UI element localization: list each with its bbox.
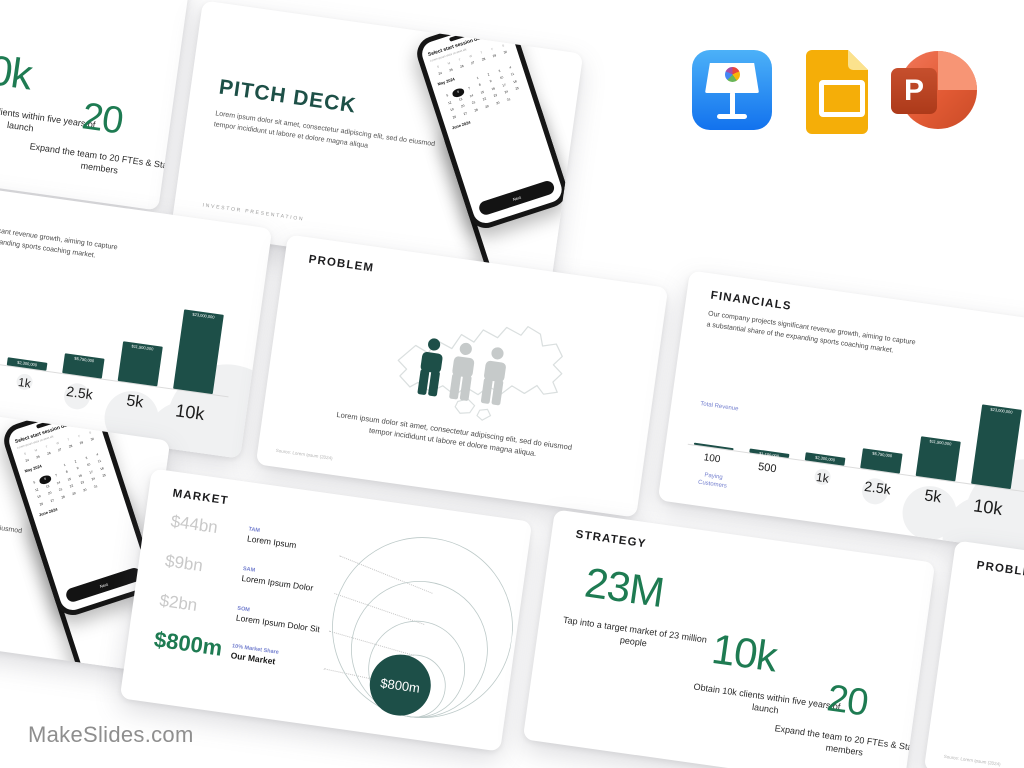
slide-title: PROBLEM	[307, 253, 375, 275]
cover-body: Lorem ipsum dolor sit amet, consectetur …	[213, 110, 436, 150]
source-note: Source: Lorem Ipsum (2024)	[275, 447, 333, 461]
financials-body: Our company projects significant revenue…	[706, 310, 916, 354]
market-amount: $9bn	[163, 551, 205, 576]
strategy-stat-caption: Expand the team to 20 FTEs & Staff membe…	[774, 723, 918, 758]
strategy-stat-value: 23M	[581, 558, 667, 617]
chart-category: 1k	[815, 470, 830, 486]
person-icon-highlight	[417, 338, 443, 397]
market-label: Lorem Ipsum Dolor Sit	[235, 612, 321, 635]
person-icon	[449, 342, 475, 401]
slide-title: PROBLEM	[975, 559, 1024, 581]
strategy-stat-caption: Expand the team to 20 FTEs & Staff membe…	[29, 141, 173, 176]
x-axis-label: Paying Customers	[697, 472, 728, 490]
cover-footer: INVESTOR PRESENTATION	[202, 202, 305, 223]
pie-chart-glyph	[725, 67, 740, 82]
bubble-label: $800m	[379, 675, 420, 695]
person-icon	[480, 347, 506, 406]
slide-financials[interactable]: FINANCIALS Our company projects signific…	[657, 270, 1024, 554]
powerpoint-icon[interactable]: P	[891, 48, 977, 132]
chart-bar: $1,150,000	[749, 448, 790, 458]
strategy-stat-caption: Obtain 10k clients within five years of …	[692, 681, 842, 716]
strategy-stat-value: 20	[824, 677, 871, 725]
slide-frame-glyph	[819, 80, 865, 117]
our-market-bubble	[369, 654, 431, 716]
phone-mockup-date: Select start session date Lorem ipsum do…	[412, 10, 572, 233]
slide-strategy-fragment[interactable]: STRATEGY 23M Tap into a target market of…	[0, 0, 191, 211]
powerpoint-letter: P	[903, 74, 924, 107]
market-label: Lorem Ipsum Dolor	[240, 572, 314, 593]
market-amount-highlight: $800m	[152, 626, 224, 661]
market-amount: $2bn	[158, 590, 199, 615]
brand-logo-text: MakeSlides.com	[28, 722, 194, 747]
slide-title: STRATEGY	[574, 528, 648, 551]
strategy-stat-value: 10k	[0, 42, 35, 99]
chart-category: 1k	[17, 375, 32, 391]
strategy-stat-value: 20	[79, 95, 126, 143]
slide-problem-fragment[interactable]: PROBLEM Source: Lorem Ipsum (2024)	[923, 540, 1024, 768]
financials-body: Our company projects significant revenue…	[0, 215, 118, 259]
slide-title: MARKET	[171, 487, 230, 508]
tam-sam-som-circles: $800m	[332, 537, 513, 719]
market-amount: $44bn	[169, 511, 220, 538]
strategy-stat-caption: Tap into a target market of 23 million p…	[562, 614, 708, 649]
chart-category: 100	[702, 452, 722, 466]
slide-strategy[interactable]: STRATEGY 23M Tap into a target market of…	[522, 509, 936, 768]
chart-bar: $11,500,000	[117, 341, 163, 387]
slide-problem[interactable]: PROBLEM Lorem ipsum dolor sit amet, cons…	[255, 234, 669, 518]
y-axis-label: Total Revenue	[699, 401, 739, 413]
strategy-stat-value: 10k	[708, 624, 780, 681]
source-note: Source: Lorem Ipsum (2024)	[943, 753, 1001, 767]
keynote-icon[interactable]	[692, 50, 772, 130]
chart-category: 500	[757, 460, 778, 476]
market-label: Lorem Ipsum	[246, 533, 298, 551]
page-fold	[848, 50, 868, 70]
google-slides-icon[interactable]	[806, 50, 868, 134]
slide-title: FINANCIALS	[709, 289, 793, 313]
chart-bar: $11,500,000	[915, 436, 961, 482]
slide-market[interactable]: MARKET $44bn TAM Lorem Ipsum $9bn SAM Lo…	[119, 468, 533, 752]
